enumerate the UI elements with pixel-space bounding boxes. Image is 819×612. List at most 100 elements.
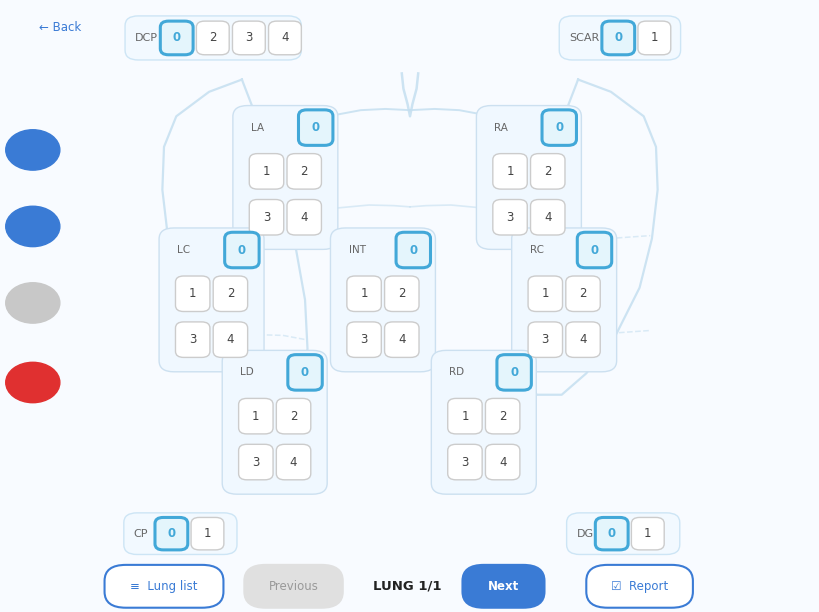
Text: RD: RD [449,367,464,378]
Text: 4: 4 [397,333,405,346]
FancyBboxPatch shape [346,322,381,357]
Text: 4: 4 [498,455,506,469]
Text: 0: 0 [607,527,615,540]
FancyBboxPatch shape [565,276,600,312]
FancyBboxPatch shape [637,21,670,55]
Text: 3: 3 [541,333,548,346]
FancyBboxPatch shape [396,233,430,268]
FancyBboxPatch shape [577,233,611,268]
FancyBboxPatch shape [175,276,210,312]
Text: 3: 3 [360,333,367,346]
Text: 3: 3 [252,455,259,469]
Text: 0: 0 [238,244,246,256]
Text: 1: 1 [643,527,651,540]
Text: 2: 2 [543,165,551,178]
Text: 4: 4 [289,455,297,469]
Text: 2: 2 [397,287,405,300]
FancyBboxPatch shape [213,276,247,312]
FancyBboxPatch shape [105,565,223,608]
Text: 0: 0 [301,366,309,379]
Text: ☑  Report: ☑ Report [610,580,667,593]
Circle shape [6,206,60,247]
FancyBboxPatch shape [233,105,337,250]
FancyBboxPatch shape [287,354,322,390]
Text: 0: 0 [311,121,319,134]
Text: 3: 3 [461,455,468,469]
FancyBboxPatch shape [233,21,265,55]
FancyBboxPatch shape [492,200,527,235]
Text: 4: 4 [578,333,586,346]
Text: 0: 0 [554,121,563,134]
FancyBboxPatch shape [346,276,381,312]
Text: 1: 1 [251,409,260,423]
FancyBboxPatch shape [125,16,301,60]
Text: 4: 4 [543,211,551,224]
FancyBboxPatch shape [566,513,679,554]
Text: 3: 3 [263,211,269,224]
Text: 3: 3 [245,31,252,45]
FancyBboxPatch shape [222,350,327,494]
FancyBboxPatch shape [124,513,237,554]
Text: 3: 3 [506,211,513,224]
Text: Previous: Previous [269,580,318,593]
Circle shape [6,283,60,323]
FancyBboxPatch shape [462,565,544,608]
Text: 0: 0 [509,366,518,379]
FancyBboxPatch shape [511,228,616,371]
Text: 0: 0 [590,244,598,256]
Text: 1: 1 [360,287,368,300]
FancyBboxPatch shape [238,398,273,434]
Text: CP: CP [133,529,148,539]
FancyBboxPatch shape [249,200,283,235]
FancyBboxPatch shape [238,444,273,480]
FancyBboxPatch shape [287,200,321,235]
FancyBboxPatch shape [631,518,663,550]
FancyBboxPatch shape [330,228,435,371]
Text: 0: 0 [167,527,175,540]
FancyBboxPatch shape [530,200,564,235]
FancyBboxPatch shape [485,444,519,480]
FancyBboxPatch shape [224,233,259,268]
FancyBboxPatch shape [191,518,224,550]
Circle shape [6,130,60,170]
FancyBboxPatch shape [431,350,536,494]
FancyBboxPatch shape [276,398,310,434]
FancyBboxPatch shape [530,154,564,189]
FancyBboxPatch shape [595,518,627,550]
FancyBboxPatch shape [559,16,680,60]
FancyBboxPatch shape [527,276,562,312]
FancyBboxPatch shape [476,105,581,250]
FancyBboxPatch shape [159,228,264,371]
FancyBboxPatch shape [447,398,482,434]
Text: 0: 0 [173,31,180,45]
Text: 4: 4 [281,31,288,45]
Text: 0: 0 [613,31,622,45]
Text: 2: 2 [226,287,234,300]
Text: ← Back: ← Back [39,21,82,34]
Text: SCAR: SCAR [568,33,599,43]
Text: 1: 1 [460,409,468,423]
Text: DG: DG [576,529,593,539]
Text: LD: LD [240,367,254,378]
Text: 1: 1 [262,165,270,178]
FancyBboxPatch shape [586,565,692,608]
FancyBboxPatch shape [287,154,321,189]
FancyBboxPatch shape [269,21,301,55]
Text: LUNG 1/1: LUNG 1/1 [373,580,441,593]
Text: 2: 2 [209,31,216,45]
Text: DCP: DCP [135,33,158,43]
Text: 3: 3 [189,333,196,346]
FancyBboxPatch shape [541,110,576,146]
Text: 4: 4 [226,333,234,346]
FancyBboxPatch shape [197,21,229,55]
Text: RA: RA [494,122,508,133]
Text: 0: 0 [409,244,417,256]
Text: 1: 1 [203,527,211,540]
Text: LA: LA [251,122,264,133]
FancyBboxPatch shape [249,154,283,189]
FancyBboxPatch shape [276,444,310,480]
FancyBboxPatch shape [161,21,193,55]
FancyBboxPatch shape [527,322,562,357]
Circle shape [6,362,60,403]
Text: 1: 1 [505,165,514,178]
